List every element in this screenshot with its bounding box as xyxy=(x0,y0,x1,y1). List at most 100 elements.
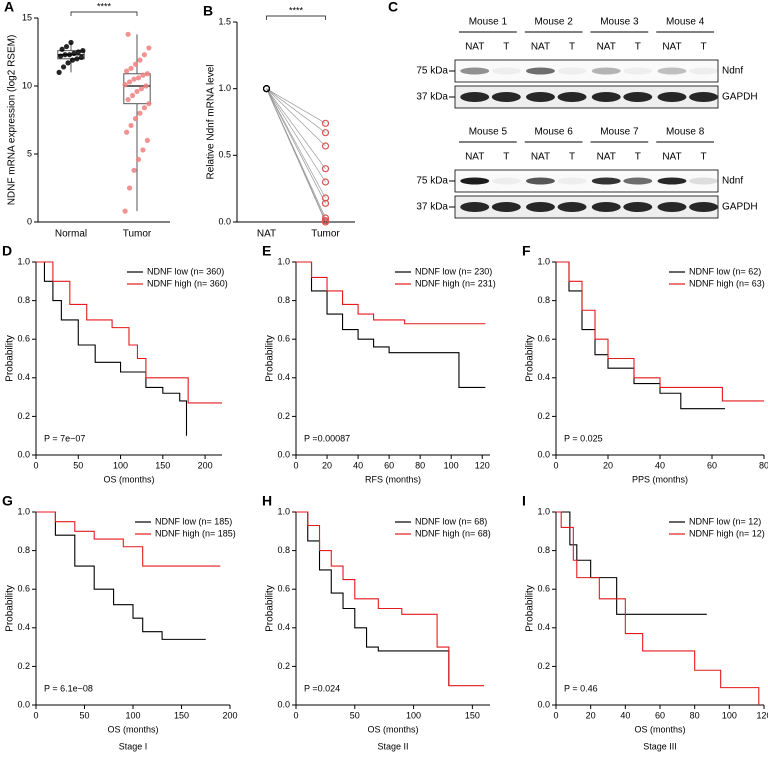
pair-line xyxy=(266,88,326,124)
subtitle: Stage II xyxy=(377,741,408,751)
x-axis-label: OS (months) xyxy=(103,474,154,484)
protein-label: Ndnf xyxy=(722,176,743,187)
tumor-point xyxy=(321,178,330,186)
band xyxy=(591,67,621,75)
survival-curve xyxy=(556,511,760,705)
y-tick-label: 0.2 xyxy=(537,661,550,671)
legend-label: NDNF high (n= 68) xyxy=(415,528,491,538)
p-value: P = 0.025 xyxy=(564,433,603,443)
legend-label: NDNF low (n= 360) xyxy=(147,266,224,276)
survival-curve xyxy=(556,511,707,615)
point xyxy=(62,52,68,58)
y-tick-label: 0.6 xyxy=(17,334,30,344)
tumor-point xyxy=(321,218,330,226)
y-tick-label: 0.6 xyxy=(537,584,550,594)
marker-label: 37 kDa xyxy=(416,202,448,213)
y-tick-label: 0.8 xyxy=(277,295,290,305)
x-tick-label: 50 xyxy=(73,460,83,470)
y-tick-label: 0.0 xyxy=(17,449,30,459)
x-tick-label: 50 xyxy=(79,710,89,720)
point xyxy=(66,52,73,58)
point xyxy=(137,110,143,116)
pair-line xyxy=(266,88,326,223)
x-tick-label: 50 xyxy=(350,710,360,720)
x-tick-label: 40 xyxy=(655,460,665,470)
p-value: P =0.00087 xyxy=(304,433,350,443)
nat-point xyxy=(263,85,270,93)
y-axis-label: NDNF mRNA expression (log2 RSEM) xyxy=(7,35,18,206)
x-tick-label: Tumor xyxy=(311,229,340,240)
lane-label: NAT xyxy=(531,42,550,53)
point xyxy=(124,129,130,135)
band xyxy=(557,67,587,75)
legend-label: NDNF high (n= 360) xyxy=(147,278,228,288)
x-tick-label: 60 xyxy=(655,710,665,720)
band xyxy=(623,202,653,212)
x-axis-label: PPS (months) xyxy=(632,474,688,484)
point xyxy=(131,167,137,173)
x-tick-label: 100 xyxy=(722,710,737,720)
y-tick-label: 0.5 xyxy=(218,150,231,160)
panel-letter: E xyxy=(262,243,271,259)
lane-label: NAT xyxy=(531,152,550,163)
y-tick-label: 0.4 xyxy=(537,372,550,382)
x-tick-label: 20 xyxy=(603,460,613,470)
y-tick-label: 0.6 xyxy=(17,584,30,594)
x-tick-label: 0 xyxy=(33,710,38,720)
x-tick-label: 20 xyxy=(322,460,332,470)
tumor-point xyxy=(321,194,330,202)
x-tick-label: 0 xyxy=(33,460,38,470)
point xyxy=(125,97,131,103)
point xyxy=(134,88,140,95)
y-tick-label: 0.4 xyxy=(17,622,30,632)
y-tick-label: 0.4 xyxy=(277,372,290,382)
p-value: P =0.024 xyxy=(304,683,340,693)
y-tick-label: 0.0 xyxy=(537,449,550,459)
band xyxy=(623,67,653,75)
point xyxy=(132,116,139,122)
x-tick-label: 0 xyxy=(293,460,298,470)
point xyxy=(69,57,76,63)
y-axis-label: Probability xyxy=(525,585,536,632)
legend-label: NDNF low (n= 12) xyxy=(689,516,761,526)
survival-curve xyxy=(296,261,486,388)
y-tick-label: 0.2 xyxy=(17,661,30,671)
point xyxy=(80,48,86,54)
y-tick-label: 0.2 xyxy=(17,411,30,421)
point xyxy=(140,147,146,153)
tumor-point xyxy=(321,214,330,222)
x-tick-label: 0 xyxy=(553,710,558,720)
y-axis-label: Relative Ndnf mRNA level xyxy=(206,64,217,179)
y-tick-label: 1.0 xyxy=(537,256,550,266)
x-tick-label: 80 xyxy=(690,710,700,720)
y-tick-label: 0.0 xyxy=(537,699,550,709)
legend-label: NDNF low (n= 230) xyxy=(415,266,492,276)
y-tick-label: 0.8 xyxy=(17,295,30,305)
survival-curve xyxy=(556,261,764,402)
mouse-label: Mouse 1 xyxy=(469,17,508,28)
lane-label: T xyxy=(503,152,509,163)
point xyxy=(128,122,134,129)
subtitle: Stage III xyxy=(643,741,677,751)
mouse-label: Mouse 6 xyxy=(534,127,573,138)
tumor-point xyxy=(321,119,330,127)
mouse-label: Mouse 4 xyxy=(666,17,705,28)
band xyxy=(526,202,555,212)
point xyxy=(63,43,70,50)
point xyxy=(146,45,152,51)
y-axis-label: Probability xyxy=(5,585,16,632)
band xyxy=(526,92,555,102)
mouse-label: Mouse 8 xyxy=(666,127,705,138)
legend-label: NDNF low (n= 68) xyxy=(415,516,487,526)
tumor-point xyxy=(321,199,330,207)
point xyxy=(125,31,131,37)
point xyxy=(78,54,84,61)
band xyxy=(557,202,587,212)
survival-curve xyxy=(36,511,206,640)
mouse-label: Mouse 2 xyxy=(534,17,573,28)
survival-curve xyxy=(36,511,221,567)
x-tick-label: 20 xyxy=(586,710,596,720)
point xyxy=(141,52,148,58)
point xyxy=(141,105,148,111)
band xyxy=(657,202,687,212)
